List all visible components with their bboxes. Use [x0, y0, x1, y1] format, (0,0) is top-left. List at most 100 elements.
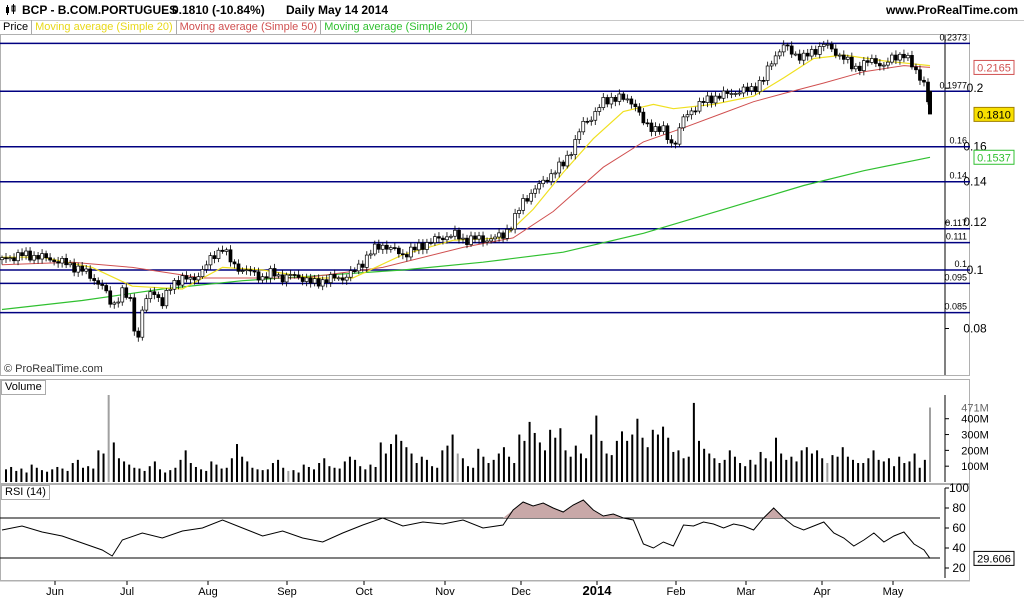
candle-body — [681, 116, 686, 129]
candle-body — [60, 258, 64, 264]
x-tick-label: Apr — [813, 586, 830, 598]
volume-bar — [641, 437, 644, 482]
candle-body — [156, 294, 161, 298]
volume-bar — [169, 470, 172, 482]
price-tick-label: 0.14 — [963, 175, 987, 189]
site-link[interactable]: www.ProRealTime.com — [885, 3, 1018, 17]
candle-body — [841, 54, 846, 60]
candle-body — [465, 237, 469, 245]
volume-bar — [359, 466, 362, 482]
candle-body — [380, 244, 385, 250]
volume-bar — [759, 451, 762, 482]
volume-bar — [441, 450, 444, 482]
candle-body — [533, 188, 537, 194]
candle-body — [433, 236, 437, 244]
candle-body — [789, 45, 794, 55]
volume-last-tag: 471M — [961, 402, 989, 414]
volume-bar — [200, 469, 203, 482]
volume-bar — [117, 458, 120, 482]
candle-body — [328, 274, 333, 284]
candle-body — [256, 271, 261, 281]
volume-bar — [698, 440, 700, 482]
candle-body — [637, 106, 642, 113]
volume-bar — [923, 459, 926, 482]
candle-body — [617, 93, 622, 102]
candle-body — [857, 65, 862, 71]
x-tick-label: Feb — [667, 586, 686, 598]
candle-body — [252, 270, 257, 273]
volume-bar — [446, 445, 449, 482]
volume-bar — [682, 458, 685, 482]
price-tick-label: 0.1 — [967, 263, 984, 277]
volume-bar — [805, 447, 808, 482]
volume-bar — [656, 434, 659, 482]
volume-bar — [410, 453, 413, 482]
volume-bar — [636, 418, 639, 482]
candle-body — [80, 265, 85, 272]
candle-body — [32, 255, 36, 261]
candle-body — [641, 111, 646, 124]
volume-bar — [374, 466, 377, 482]
candle-body — [697, 101, 702, 112]
candle-body — [673, 142, 678, 145]
candle-body — [849, 56, 854, 70]
legend-price[interactable]: Price — [0, 20, 33, 34]
candle-body — [36, 255, 40, 260]
candle-body — [481, 235, 485, 243]
volume-bar — [887, 458, 890, 482]
candle-body — [352, 270, 357, 272]
candle-body — [8, 257, 12, 260]
volume-bar — [71, 463, 74, 482]
candle-body — [376, 243, 381, 250]
candle-body — [709, 95, 714, 104]
level-label: 0.2373 — [939, 32, 967, 42]
x-tick-label: Sep — [277, 586, 297, 598]
volume-bar — [882, 461, 885, 482]
volume-bar — [564, 450, 567, 482]
candle-body — [196, 276, 201, 281]
volume-bar — [256, 469, 259, 482]
legend-ma200[interactable]: Moving average (Simple 200) — [321, 20, 472, 34]
candle-body — [48, 257, 52, 261]
volume-bar — [559, 428, 562, 482]
candle-body — [388, 247, 393, 250]
candle-body — [701, 101, 706, 103]
volume-bar — [898, 456, 901, 482]
candle-body — [280, 274, 285, 283]
candle-body — [765, 65, 770, 81]
volume-bar — [184, 450, 187, 482]
candle-body — [693, 110, 698, 113]
candle-body — [316, 278, 321, 287]
candle-body — [890, 54, 894, 63]
rsi-panel: 20 40 60 80 100 29.606 — [0, 481, 1015, 581]
volume-bar — [610, 455, 613, 482]
candle-body — [725, 90, 730, 94]
x-tick-label: Mar — [737, 586, 756, 598]
volume-bar — [56, 466, 59, 482]
legend-ma50[interactable]: Moving average (Simple 50) — [177, 20, 322, 34]
candle-body — [793, 53, 798, 56]
x-tick-label: 2014 — [583, 583, 613, 598]
rsi-line — [1, 499, 931, 559]
volume-bar — [292, 470, 295, 482]
volume-bar — [821, 458, 824, 482]
candle-body — [148, 291, 153, 300]
candle-body — [497, 232, 501, 238]
candle-body — [168, 288, 173, 291]
volume-bar — [189, 463, 192, 482]
candle-body — [401, 253, 405, 256]
volume-panel-label: Volume — [1, 380, 46, 395]
level-label: 0.117 — [945, 218, 967, 228]
candle-body — [441, 237, 445, 241]
candle-body — [513, 213, 517, 230]
candle-body — [132, 297, 137, 332]
period-label: Daily — [286, 3, 315, 17]
volume-bar — [30, 464, 33, 482]
candle-body — [12, 257, 16, 262]
volume-bar — [590, 434, 593, 482]
candle-body — [837, 54, 842, 57]
last-price-tag: 0.1810 — [977, 109, 1011, 121]
candle-body — [862, 60, 866, 71]
candle-body — [745, 86, 750, 92]
legend-ma20[interactable]: Moving average (Simple 20) — [32, 20, 177, 34]
